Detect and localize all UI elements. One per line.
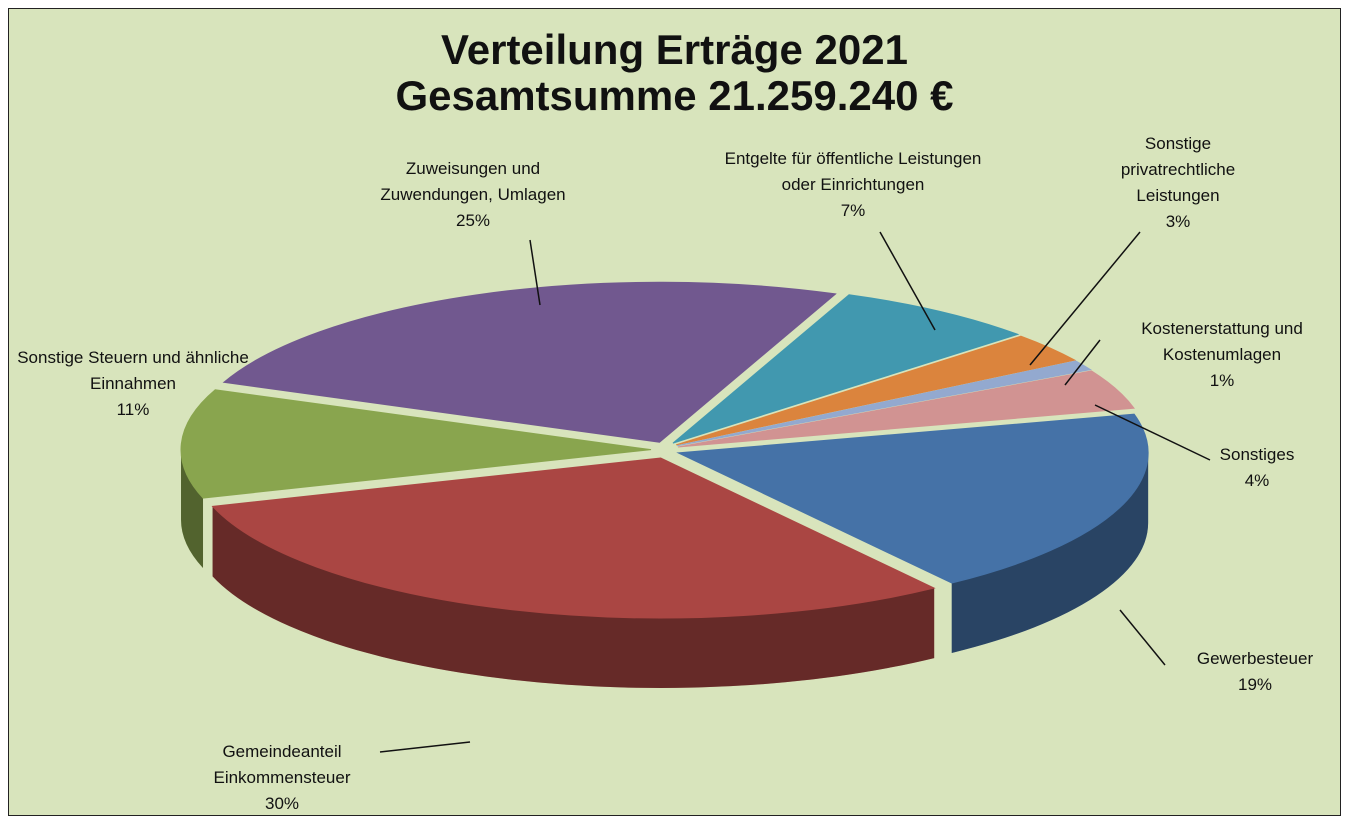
slice-top (676, 413, 1149, 584)
slice-top (222, 281, 837, 443)
data-label: Entgelte für öffentliche Leistungen oder… (723, 146, 983, 224)
slice-side (951, 452, 1149, 653)
category-label: Gewerbesteuer (1196, 649, 1314, 668)
category-label: Kostenerstattung und Kostenumlagen (1141, 319, 1303, 364)
leader-line (1029, 231, 1141, 366)
value-label: 7% (840, 201, 866, 220)
chart-subtitle: Gesamtsumme 21.259.240 € (395, 72, 954, 119)
leader-line (1119, 609, 1166, 666)
leader-line (529, 239, 541, 306)
value-label: 3% (1165, 212, 1191, 231)
slice-side (212, 506, 935, 688)
value-label: 1% (1209, 371, 1235, 390)
data-label: Sonstiges 4% (1197, 442, 1317, 494)
data-label: Kostenerstattung und Kostenumlagen 1% (1097, 316, 1347, 394)
data-label: Sonstige privatrechtliche Leistungen 3% (1093, 131, 1263, 235)
slice-top (675, 335, 1077, 446)
category-label: Zuweisungen und Zuwendungen, Umlagen (380, 159, 566, 204)
slice (211, 457, 936, 688)
data-label: Gewerbesteuer 19% (1180, 646, 1330, 698)
slice-top (180, 389, 652, 499)
data-label: Zuweisungen und Zuwendungen, Umlagen 25% (378, 156, 568, 234)
slice-top (211, 457, 936, 619)
slice-top (672, 294, 1020, 444)
slice (672, 294, 1020, 444)
slice (677, 370, 1136, 448)
slice (676, 413, 1149, 653)
slice-side-shade (181, 449, 204, 569)
category-label: Sonstige privatrechtliche Leistungen (1120, 134, 1236, 205)
chart-title: Verteilung Erträge 2021 (441, 26, 908, 73)
slice (180, 389, 652, 569)
slice (676, 360, 1092, 447)
leader-line (1094, 404, 1211, 461)
category-label: Sonstiges (1219, 445, 1295, 464)
value-label: 25% (455, 211, 491, 230)
leader-line (379, 741, 471, 753)
slice-top (677, 370, 1136, 448)
value-label: 19% (1237, 675, 1273, 694)
category-label: Gemeindeanteil Einkommensteuer (213, 742, 351, 787)
data-label: Sonstige Steuern und ähnliche Einnahmen 1… (8, 345, 258, 423)
slice-side (181, 449, 204, 569)
value-label: 30% (264, 794, 300, 813)
data-label: Gemeindeanteil Einkommensteuer 30% (177, 739, 387, 816)
value-label: 11% (116, 400, 150, 419)
leader-line (1064, 339, 1101, 386)
slice-top (676, 360, 1092, 447)
value-label: 4% (1244, 471, 1270, 490)
leader-line (879, 231, 936, 331)
category-label: Sonstige Steuern und ähnliche Einnahmen (17, 348, 249, 393)
slice (222, 281, 837, 443)
slice-side-shade (951, 452, 1149, 653)
slice (675, 335, 1077, 446)
category-label: Entgelte für öffentliche Leistungen oder… (724, 149, 982, 194)
slice-side-shade (212, 506, 935, 688)
